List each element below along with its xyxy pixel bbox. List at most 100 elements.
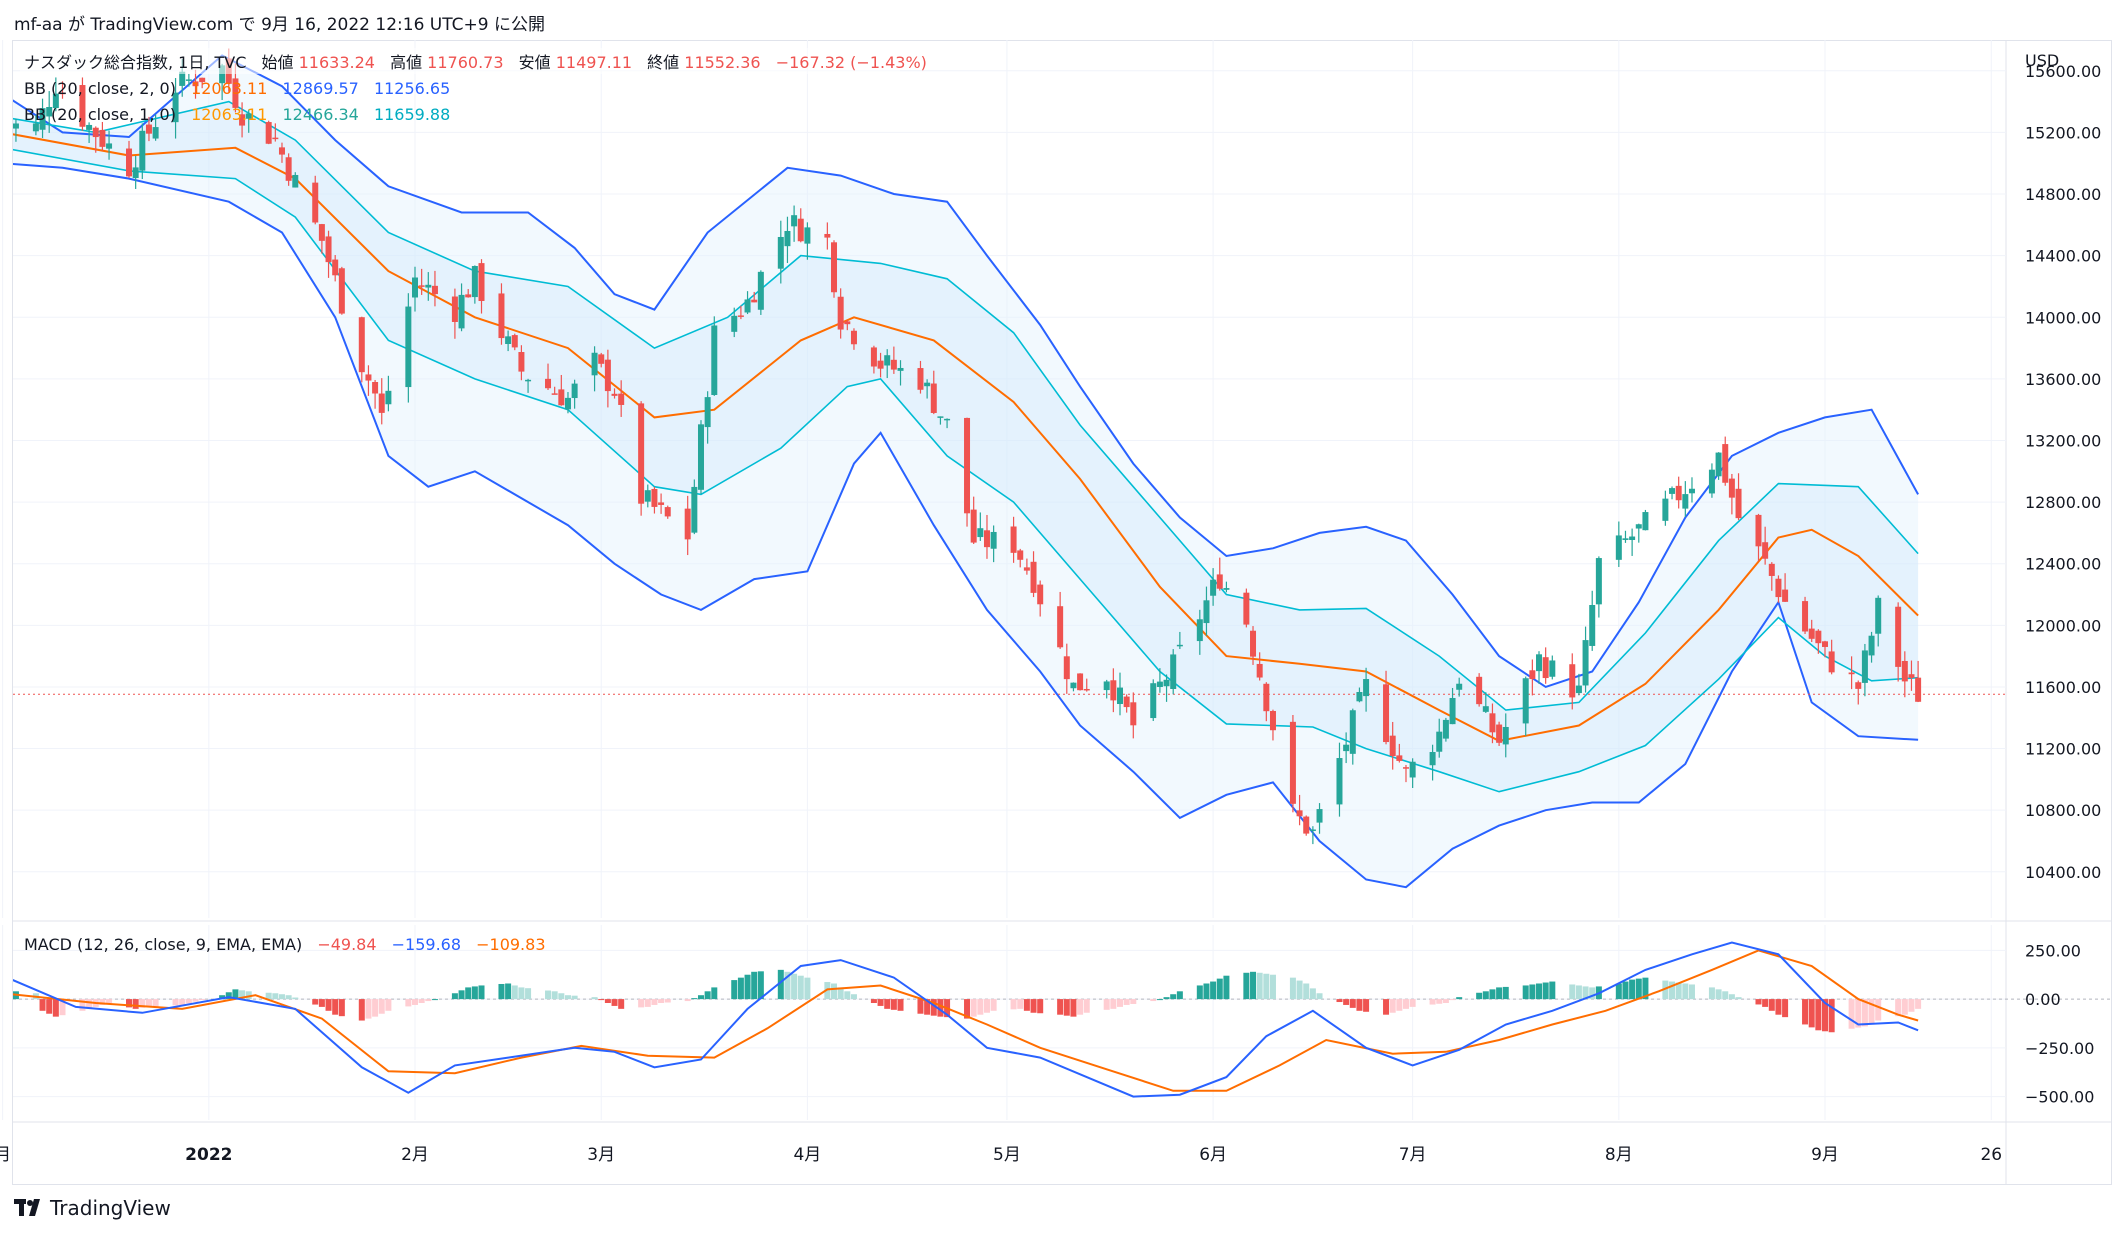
candle-body: [1243, 592, 1250, 625]
candle-body: [318, 224, 325, 241]
macd-histogram-bar: [604, 999, 611, 1003]
time-tick-label: 4月: [793, 1145, 821, 1165]
candle-body: [784, 230, 791, 247]
candle-body: [518, 352, 525, 372]
macd-histogram-bar: [478, 985, 485, 1000]
legend-macd-row[interactable]: MACD (12, 26, close, 9, EMA, EMA) −49.84…: [24, 935, 546, 954]
macd-histogram-bar: [1482, 991, 1489, 1000]
price-axis[interactable]: 10400.00 10800.00 11200.00 11600.00 12000.00…: [2025, 62, 2101, 882]
macd-histogram-bar: [1017, 999, 1024, 1009]
macd-histogram-bar: [744, 974, 751, 1000]
macd-histogram-bar: [983, 999, 990, 1013]
macd-histogram-bar: [1542, 982, 1549, 1000]
macd-histogram-bar: [611, 999, 618, 1006]
macd-histogram-bar: [757, 971, 764, 1000]
candle-body: [1901, 660, 1908, 682]
price-tick-label: 11600.00: [2025, 678, 2101, 697]
macd-histogram-bar: [1861, 999, 1868, 1027]
macd-histogram-bar: [977, 999, 984, 1015]
candle-body: [1176, 644, 1183, 647]
candle-body: [704, 397, 711, 428]
time-tick-label: 月: [0, 1145, 11, 1165]
candle-body: [92, 127, 99, 138]
price-tick-label: 12400.00: [2025, 555, 2101, 574]
macd-histogram-bar: [1176, 991, 1183, 1000]
candle-body: [1895, 606, 1902, 667]
candle-body: [1256, 663, 1263, 678]
macd-histogram-bar: [737, 977, 744, 1000]
candle-body: [1708, 469, 1715, 494]
candle-body: [791, 215, 798, 227]
candle-body: [1316, 809, 1323, 823]
candle-body: [1123, 696, 1130, 708]
macd-histogram-bar: [1802, 999, 1809, 1025]
legend-open-label: 始値: [262, 53, 294, 72]
bollinger-bands: [13, 54, 2006, 889]
candle-body: [990, 531, 997, 549]
macd-axis[interactable]: 250.00 0.00 −250.00 −500.00: [2025, 941, 2094, 1106]
time-tick-label: 2022: [185, 1145, 232, 1165]
candle-body: [278, 147, 285, 155]
macd-grid: [2, 925, 2112, 1120]
macd-histogram-bar: [1822, 999, 1828, 1032]
candle-body: [1775, 578, 1782, 598]
candle-body: [1216, 574, 1223, 589]
candle-body: [1010, 526, 1017, 553]
candle-body: [877, 360, 884, 369]
macd-histogram-bar: [890, 999, 897, 1010]
macd-series: [6, 941, 1922, 1098]
legend-bb1-row[interactable]: BB (20, close, 1, 0) 12063.11 12466.34 1…: [24, 105, 450, 124]
candle-body: [106, 143, 113, 149]
macd-histogram-bar: [870, 999, 877, 1003]
time-axis[interactable]: 月 2022 2月 3月 4月 5月 6月 7月 8月 9月 26: [0, 1145, 2002, 1165]
candle-body: [1083, 688, 1090, 691]
macd-histogram-bar: [1057, 999, 1064, 1015]
candle-body: [172, 92, 179, 123]
candle-body: [292, 174, 299, 188]
macd-histogram-bar: [425, 999, 432, 1002]
candle-body: [870, 347, 877, 367]
macd-histogram-bar: [46, 999, 53, 1014]
candle-body: [1030, 561, 1037, 593]
bb1-upper-line: [13, 100, 1919, 711]
candle-body: [1802, 601, 1809, 632]
macd-histogram-bar: [99, 999, 106, 1005]
currency-label: USD: [2025, 51, 2059, 70]
macd-histogram-bar: [418, 999, 425, 1003]
candle-body: [1456, 683, 1463, 690]
macd-histogram-bar: [1449, 999, 1456, 1001]
candle-body: [498, 293, 505, 339]
candle-body: [1336, 758, 1343, 805]
candle-body: [1309, 829, 1316, 831]
footer-brand[interactable]: TradingView: [14, 1196, 171, 1220]
candle-body: [1170, 654, 1177, 689]
macd-histogram-bar: [1203, 983, 1210, 1000]
macd-histogram-bar: [1316, 993, 1323, 1000]
macd-histogram-bar: [897, 999, 904, 1011]
macd-histogram-bar: [6, 997, 12, 999]
price-tick-label: 11200.00: [2025, 740, 2101, 759]
macd-histogram-bar: [405, 999, 412, 1007]
candle-body: [1303, 816, 1310, 834]
macd-histogram-bar: [797, 975, 804, 1000]
candle-body: [897, 367, 904, 371]
candle-body: [358, 317, 365, 373]
macd-histogram-bar: [1070, 999, 1077, 1017]
macd-histogram-bar: [877, 999, 884, 1006]
bb2-lower-line: [13, 162, 1919, 889]
macd-histogram-bar: [378, 999, 385, 1014]
candle-body: [644, 490, 651, 502]
macd-histogram-bar: [1156, 999, 1163, 1001]
candle-body: [272, 137, 279, 140]
macd-histogram-bar: [831, 983, 838, 1000]
macd-histogram-bar: [691, 998, 698, 1000]
legend-bb2-row[interactable]: BB (20, close, 2, 0) 12063.11 12869.57 1…: [24, 79, 450, 98]
macd-histogram-bar: [930, 999, 937, 1016]
candle-body: [1223, 588, 1230, 590]
macd-histogram-bar: [1163, 997, 1170, 1000]
macd-histogram-bar: [1436, 999, 1443, 1004]
macd-histogram-bar: [1669, 981, 1676, 1000]
candle-body: [1575, 685, 1582, 694]
